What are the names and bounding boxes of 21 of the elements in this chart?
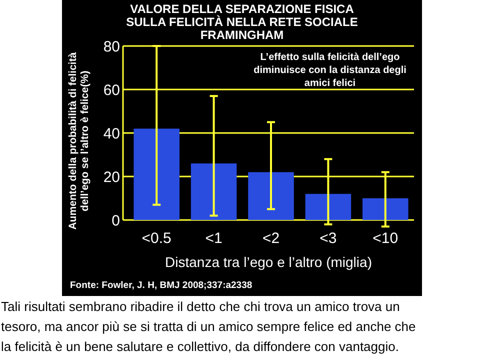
x-tick-label: <10 <box>372 230 398 247</box>
source-note: Fonte: Fowler, J. H, BMJ 2008;337:a2338 <box>70 280 252 291</box>
x-axis-title: Distanza tra l’ego e l’altro (miglia) <box>165 254 372 270</box>
y-tick-label: 20 <box>103 168 120 186</box>
x-tick-label: <3 <box>320 230 337 247</box>
bar <box>362 198 408 220</box>
annotation: L’effetto sulla felicità dell’ego diminuisce con la distanza degli amici felici <box>254 52 407 89</box>
bar <box>190 163 237 220</box>
x-tick-label: <0.5 <box>142 230 172 247</box>
chart-title: VALORE DELLA SEPARAZIONE FISICA SULLA FELICITÀ NELLA RETE SOCIALE FRAMINGHAM <box>126 2 358 42</box>
bar <box>305 194 352 220</box>
bar <box>248 172 294 220</box>
x-tick-label: <1 <box>205 230 222 247</box>
y-axis-title: Aumento della probabilità di felicità dell’ego se l’altro è felice(%) <box>67 52 91 230</box>
y-tick-label: 80 <box>103 38 120 56</box>
y-tick-label: 0 <box>112 212 120 230</box>
x-tick-label: <2 <box>262 230 280 247</box>
y-tick-label: 60 <box>103 82 120 99</box>
bar <box>134 128 180 220</box>
text: Tali risultati sembrano ribadire il detto che chi trova un amico trova un tesoro, ma ancor più se si tratta di un amico sempre felice ed anche che la felicità è un bene salutare e collettivo, da diffondere con vantaggio. <box>1 299 416 354</box>
y-tick-label: 40 <box>103 125 120 142</box>
